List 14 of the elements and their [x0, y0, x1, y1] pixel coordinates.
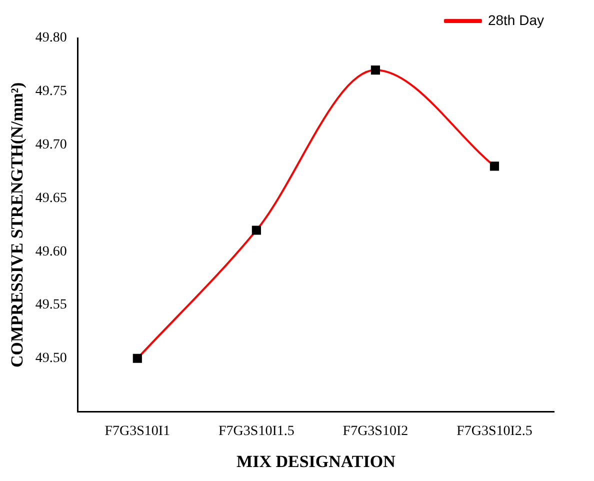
x-axis-title: MIX DESIGNATION	[236, 452, 396, 472]
x-tick-label: F7G3S10I2	[342, 424, 408, 439]
y-tick-label: 49.70	[35, 137, 67, 152]
x-tick-label: F7G3S10I1.5	[218, 424, 294, 439]
y-axis-title: COMPRESSIVE STRENGTH(N/mm²)	[8, 82, 27, 368]
y-tick-label: 49.55	[35, 298, 67, 313]
y-tick-label: 49.65	[35, 190, 67, 206]
y-tick-label: 49.75	[35, 84, 67, 100]
y-tick-label: 49.80	[35, 30, 67, 46]
x-tick-label: F7G3S10I2.5	[456, 424, 532, 439]
y-tick-label: 49.50	[35, 351, 67, 366]
legend-label: 28th Day	[488, 12, 544, 28]
y-tick-label: 49.60	[35, 244, 67, 260]
x-tick-label: F7G3S10I1	[104, 424, 170, 439]
